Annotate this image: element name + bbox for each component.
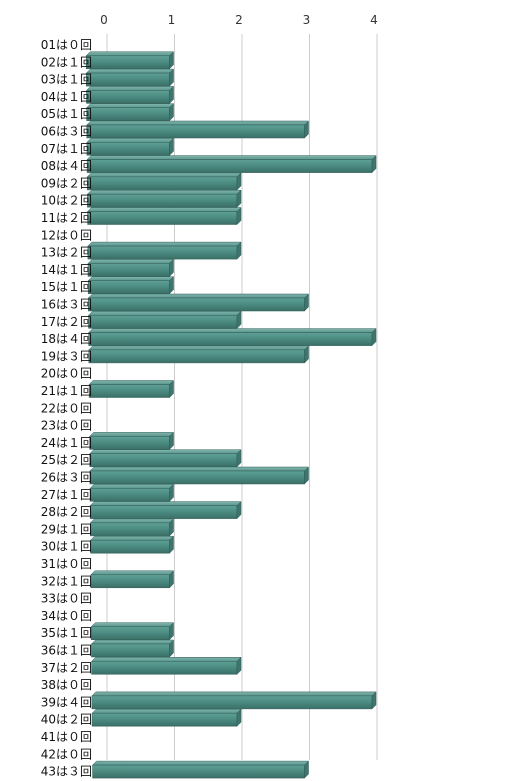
- category-label: 27は１回: [41, 488, 92, 502]
- category-label: 16は３回: [41, 298, 92, 312]
- bar: [90, 622, 175, 641]
- bar: [89, 483, 175, 502]
- category-label: 10は２回: [41, 194, 92, 208]
- category-label: 21は１回: [41, 384, 92, 398]
- bar: [89, 535, 175, 554]
- bar: [86, 154, 377, 174]
- bar: [85, 51, 175, 70]
- x-tick-label: 1: [168, 13, 176, 27]
- bar: [91, 656, 242, 675]
- category-label: 02は１回: [41, 55, 92, 69]
- category-label: 05は１回: [41, 107, 92, 121]
- x-tick-label: 3: [303, 13, 311, 27]
- category-label: 13は２回: [41, 246, 92, 260]
- category-label: 24は１回: [41, 436, 92, 450]
- category-label: 09は２回: [41, 176, 92, 190]
- bar: [88, 327, 377, 347]
- category-label: 30は１回: [41, 540, 92, 554]
- bar: [89, 449, 242, 468]
- category-label: 26は３回: [41, 471, 92, 485]
- category-label: 08は４回: [41, 159, 92, 173]
- category-label: 07は１回: [41, 142, 92, 156]
- category-label: 33は０回: [41, 592, 92, 606]
- bar: [91, 760, 310, 779]
- bar: [89, 466, 310, 485]
- bar: [89, 518, 175, 537]
- bar: [88, 345, 310, 364]
- category-label: 03は１回: [41, 73, 92, 87]
- bar: [89, 500, 242, 520]
- category-label: 43は３回: [41, 765, 92, 779]
- bar: [86, 189, 242, 208]
- category-label: 28は２回: [41, 505, 92, 519]
- x-tick-label: 2: [235, 13, 243, 27]
- category-label: 41は０回: [41, 730, 92, 744]
- bar: [86, 103, 175, 122]
- category-label: 29は１回: [41, 522, 92, 536]
- bar: [86, 172, 242, 191]
- category-label: 25は２回: [41, 453, 92, 467]
- category-label: 15は１回: [41, 280, 92, 294]
- category-label: 32は１回: [41, 574, 92, 588]
- category-label: 42は０回: [41, 747, 92, 761]
- x-tick-label: 4: [370, 13, 378, 27]
- category-label: 35は１回: [41, 626, 92, 640]
- category-label: 36は１回: [41, 644, 92, 658]
- bar: [90, 570, 175, 589]
- bar: [86, 120, 310, 139]
- bar: [87, 293, 310, 312]
- category-label: 17は２回: [41, 315, 92, 329]
- bar: [86, 206, 242, 226]
- category-labels: 01は０回 02は１回 03は１回 04は１回 05は１回 06は３回 07は１回 08は４回…: [41, 38, 92, 779]
- bar: [85, 68, 175, 87]
- category-label: 14は１回: [41, 263, 92, 277]
- category-label: 37は２回: [41, 661, 92, 675]
- bar: [91, 708, 242, 727]
- bar: [86, 137, 175, 156]
- category-label: 38は０回: [41, 678, 92, 692]
- bars: [85, 51, 377, 779]
- category-label: 39は４回: [41, 695, 92, 709]
- category-label: 40は２回: [41, 713, 92, 727]
- category-label: 19は３回: [41, 349, 92, 363]
- bar: [90, 639, 175, 658]
- x-tick-label: 0: [100, 13, 108, 27]
- category-label: 11は２回: [41, 211, 92, 225]
- bar: [88, 431, 175, 451]
- bar: [91, 691, 377, 710]
- category-label: 04は１回: [41, 90, 92, 104]
- bar: [87, 258, 175, 278]
- bar: [85, 85, 175, 105]
- category-label: 18は４回: [41, 332, 92, 346]
- bar: [87, 310, 242, 329]
- category-label: 22は０回: [41, 401, 92, 415]
- category-label: 31は０回: [41, 557, 92, 571]
- category-label: 34は０回: [41, 609, 92, 623]
- category-label: 01は０回: [41, 38, 92, 52]
- bar: [88, 379, 175, 399]
- category-label: 20は０回: [41, 367, 92, 381]
- category-label: 06は３回: [41, 125, 92, 139]
- bar: [87, 276, 175, 295]
- bar: [87, 241, 242, 260]
- category-label: 23は０回: [41, 419, 92, 433]
- category-label: 12は０回: [41, 228, 92, 242]
- x-axis-ticks: 0 1 2 3 4: [100, 13, 378, 27]
